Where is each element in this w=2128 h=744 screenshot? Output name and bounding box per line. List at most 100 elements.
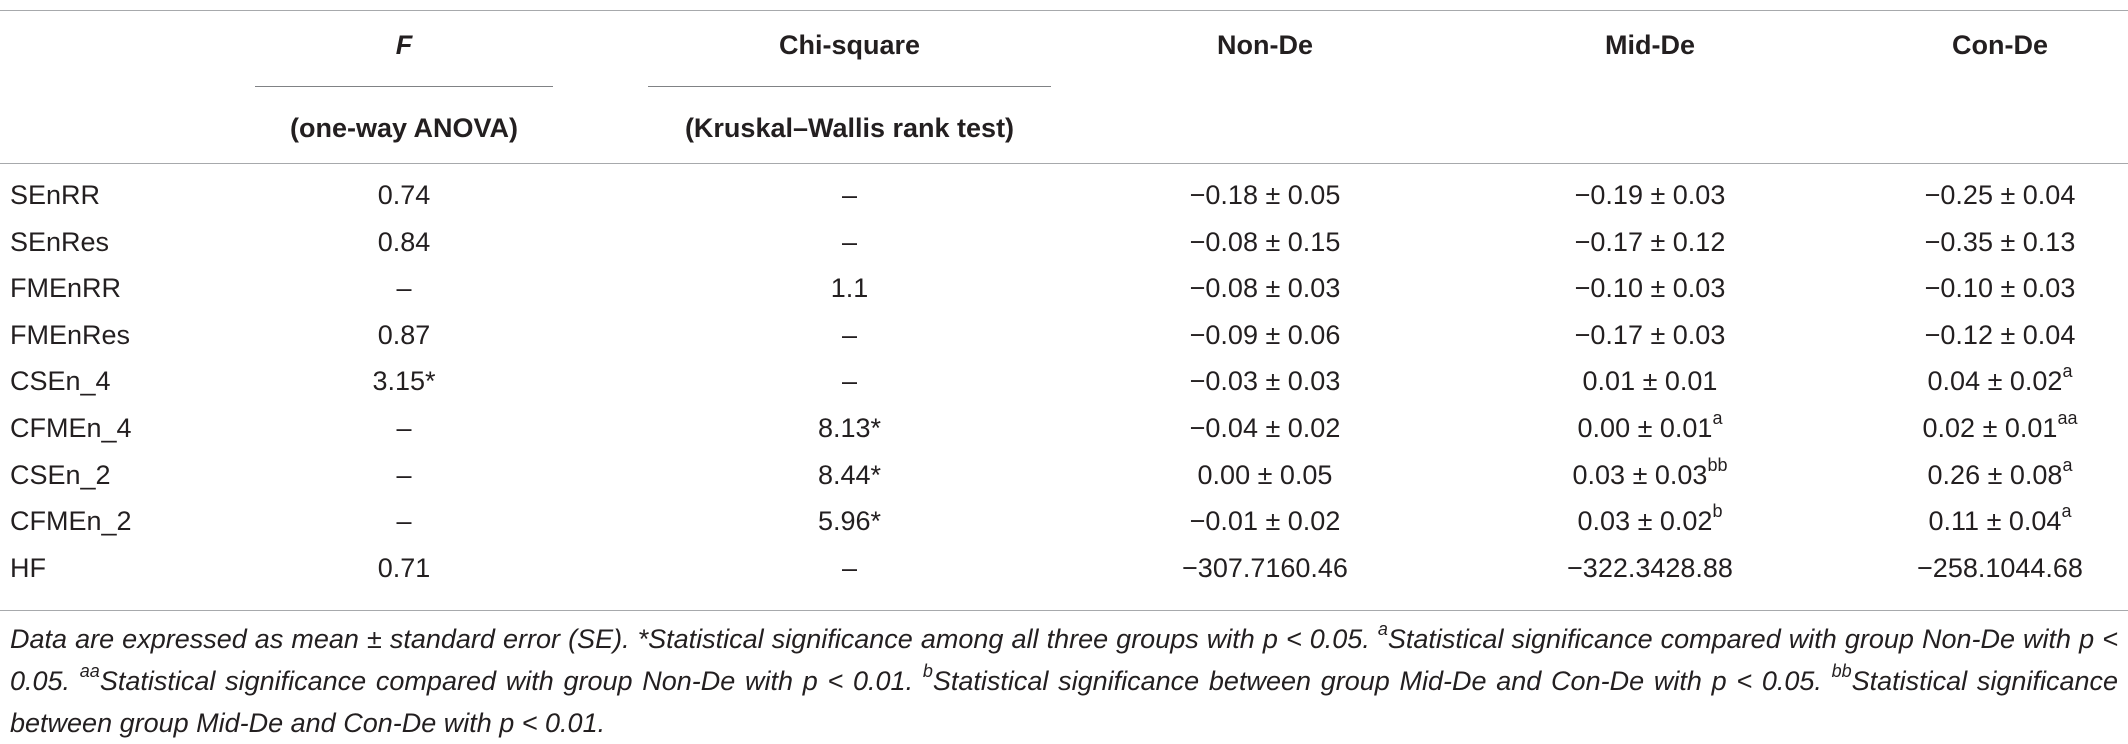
con-de-value: −0.25 ± 0.04 (1880, 180, 2120, 211)
mid-de-value: −0.17 ± 0.03 (1500, 320, 1800, 351)
significance-superscript: a (2062, 361, 2073, 382)
row-label: CSEn_2 (10, 460, 111, 491)
f-value: – (255, 506, 553, 537)
f-value-text: 3.15* (372, 366, 436, 397)
f-value: 0.74 (255, 180, 553, 211)
chi-square-value: – (648, 320, 1051, 351)
mid-de-value-text: −0.10 ± 0.03 (1574, 273, 1726, 304)
chi-square-value-text: – (841, 226, 858, 257)
row-label: CFMEn_2 (10, 506, 132, 537)
row-label: SEnRR (10, 180, 100, 211)
mid-de-value: 0.03 ± 0.02b (1500, 502, 1800, 537)
con-de-value-text: −0.35 ± 0.13 (1924, 226, 2076, 257)
chi-square-value-text: 5.96* (817, 506, 882, 537)
non-de-value-text: −307.7160.46 (1182, 552, 1348, 583)
significance-superscript: aa (2057, 408, 2078, 428)
mid-de-value: 0.01 ± 0.01 (1500, 366, 1800, 397)
bottom-rule (0, 610, 2128, 611)
mid-de-value: 0.00 ± 0.01a (1500, 409, 1800, 444)
significance-superscript: b (1712, 501, 1723, 522)
header-rule (0, 163, 2128, 164)
con-de-value-text: 0.02 ± 0.01 (1922, 413, 2058, 443)
header-f-sub: (one-way ANOVA) (289, 113, 518, 143)
non-de-value: −0.09 ± 0.06 (1115, 320, 1415, 351)
non-de-value-text: −0.03 ± 0.03 (1189, 366, 1341, 397)
non-de-value: −0.08 ± 0.03 (1115, 273, 1415, 304)
chi-square-value: 8.44* (648, 460, 1051, 491)
f-value: – (255, 273, 553, 304)
non-de-value-text: −0.01 ± 0.02 (1189, 506, 1341, 537)
mid-de-value: −322.3428.88 (1500, 553, 1800, 584)
con-de-value-text: −0.25 ± 0.04 (1924, 180, 2076, 210)
con-de-value-text: −0.10 ± 0.03 (1924, 273, 2076, 304)
f-value-text: – (396, 273, 412, 304)
con-de-value-text: 0.04 ± 0.02 (1927, 366, 2063, 397)
con-de-value: −258.1044.68 (1880, 553, 2120, 584)
mid-de-value-text: 0.03 ± 0.03 (1572, 459, 1708, 490)
con-de-value: 0.04 ± 0.02a (1880, 362, 2120, 397)
chi-square-value: 8.13* (648, 413, 1051, 444)
con-de-value: 0.02 ± 0.01aa (1880, 409, 2120, 444)
header-f-underline (255, 86, 553, 87)
f-value-text: 0.74 (377, 180, 431, 210)
con-de-value: 0.11 ± 0.04a (1880, 502, 2120, 537)
con-de-value-text: −258.1044.68 (1917, 552, 2083, 583)
f-value: – (255, 460, 553, 491)
non-de-value: −0.08 ± 0.15 (1115, 227, 1415, 258)
header-con-de: Con-De (1952, 30, 2048, 60)
significance-superscript: a (2062, 454, 2073, 475)
mid-de-value-text: 0.01 ± 0.01 (1582, 366, 1718, 397)
non-de-value: −0.04 ± 0.02 (1115, 413, 1415, 444)
table-row: SEnRR 0.74 – −0.18 ± 0.05 −0.19 ± 0.03 −0.25 … (0, 180, 2128, 227)
row-label-text: CFMEn_2 (10, 506, 132, 537)
mid-de-value-text: 0.03 ± 0.02 (1577, 506, 1713, 537)
row-label-text: FMEnRR (10, 273, 122, 304)
footnote-text: Statistical significance between group M… (932, 666, 1832, 696)
chi-square-value-text: – (841, 319, 858, 350)
footnote-text: Data are expressed as mean ± standard er… (10, 624, 1378, 654)
non-de-value-text: −0.08 ± 0.03 (1189, 273, 1341, 304)
chi-square-value: 5.96* (648, 506, 1051, 537)
f-value: 3.15* (255, 366, 553, 397)
f-value: 0.71 (255, 553, 553, 584)
table-row: CFMEn_2 – 5.96* −0.01 ± 0.02 0.03 ± 0.02b 0.1… (0, 502, 2128, 553)
f-value-text: 0.84 (377, 226, 431, 257)
mid-de-value-text: −0.19 ± 0.03 (1574, 180, 1726, 210)
mid-de-value-text: −0.17 ± 0.03 (1574, 319, 1726, 350)
non-de-value-text: −0.18 ± 0.05 (1189, 180, 1341, 210)
top-rule (0, 10, 2128, 11)
f-value-text: 0.87 (377, 319, 431, 350)
mid-de-value: −0.19 ± 0.03 (1500, 180, 1800, 211)
chi-square-value-text: 8.13* (817, 413, 882, 443)
con-de-value: −0.10 ± 0.03 (1880, 273, 2120, 304)
table-row: FMEnRR – 1.1 −0.08 ± 0.03 −0.10 ± 0.03 −0.10 … (0, 273, 2128, 320)
mid-de-value-text: 0.00 ± 0.01 (1577, 413, 1713, 443)
chi-square-value-text: 8.44* (817, 459, 882, 490)
mid-de-value-text: −322.3428.88 (1567, 552, 1733, 583)
row-label-text: CSEn_4 (10, 366, 111, 397)
non-de-value: −0.18 ± 0.05 (1115, 180, 1415, 211)
mid-de-value: −0.17 ± 0.12 (1500, 227, 1800, 258)
non-de-value: −0.03 ± 0.03 (1115, 366, 1415, 397)
row-label-text: CSEn_2 (10, 459, 111, 490)
row-label: HF (10, 553, 46, 584)
non-de-value-text: −0.08 ± 0.15 (1189, 226, 1341, 257)
row-label: CSEn_4 (10, 366, 111, 397)
non-de-value-text: −0.04 ± 0.02 (1189, 413, 1341, 443)
table-footnote: Data are expressed as mean ± standard er… (10, 618, 2118, 744)
non-de-value-text: 0.00 ± 0.05 (1197, 459, 1333, 490)
con-de-value-text: 0.26 ± 0.08 (1927, 459, 2063, 490)
non-de-value-text: −0.09 ± 0.06 (1189, 319, 1341, 350)
f-value-text: 0.71 (377, 552, 431, 583)
mid-de-value: −0.10 ± 0.03 (1500, 273, 1800, 304)
con-de-value-text: 0.11 ± 0.04 (1928, 506, 2062, 537)
f-value: – (255, 413, 553, 444)
row-label-text: CFMEn_4 (10, 413, 132, 443)
header-chi-underline (648, 86, 1051, 87)
row-label-text: FMEnRes (10, 319, 131, 350)
non-de-value: −307.7160.46 (1115, 553, 1415, 584)
footnote-superscript: bb (1831, 661, 1852, 681)
table-row: CSEn_4 3.15* – −0.03 ± 0.03 0.01 ± 0.01 0.04 … (0, 362, 2128, 413)
footnote-superscript: aa (79, 661, 100, 681)
f-value-text: – (396, 459, 412, 490)
